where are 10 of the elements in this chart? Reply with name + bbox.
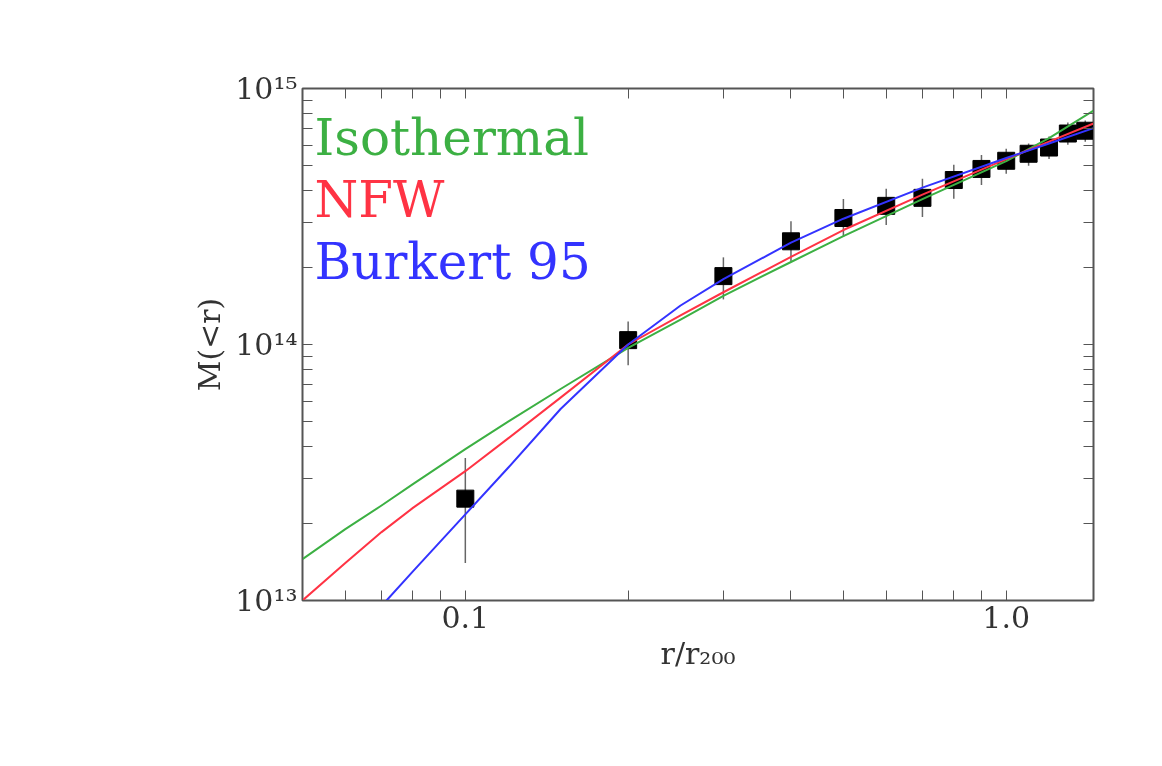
y-tick-label: 10¹⁴ <box>235 327 298 362</box>
series-label: Burkert 95 <box>314 232 591 291</box>
text: NFW <box>314 170 445 229</box>
x-tick-label: 1.0 <box>982 599 1031 635</box>
y-tick-label: 10¹³ <box>235 583 298 618</box>
x-axis-title: r/r₂₀₀ <box>660 635 736 671</box>
text: Isothermal <box>314 108 590 167</box>
y-tick-label: 10¹⁵ <box>235 71 298 106</box>
x-tick-label: 0.1 <box>441 599 490 635</box>
y-axis-title: M(<r) <box>192 297 228 392</box>
